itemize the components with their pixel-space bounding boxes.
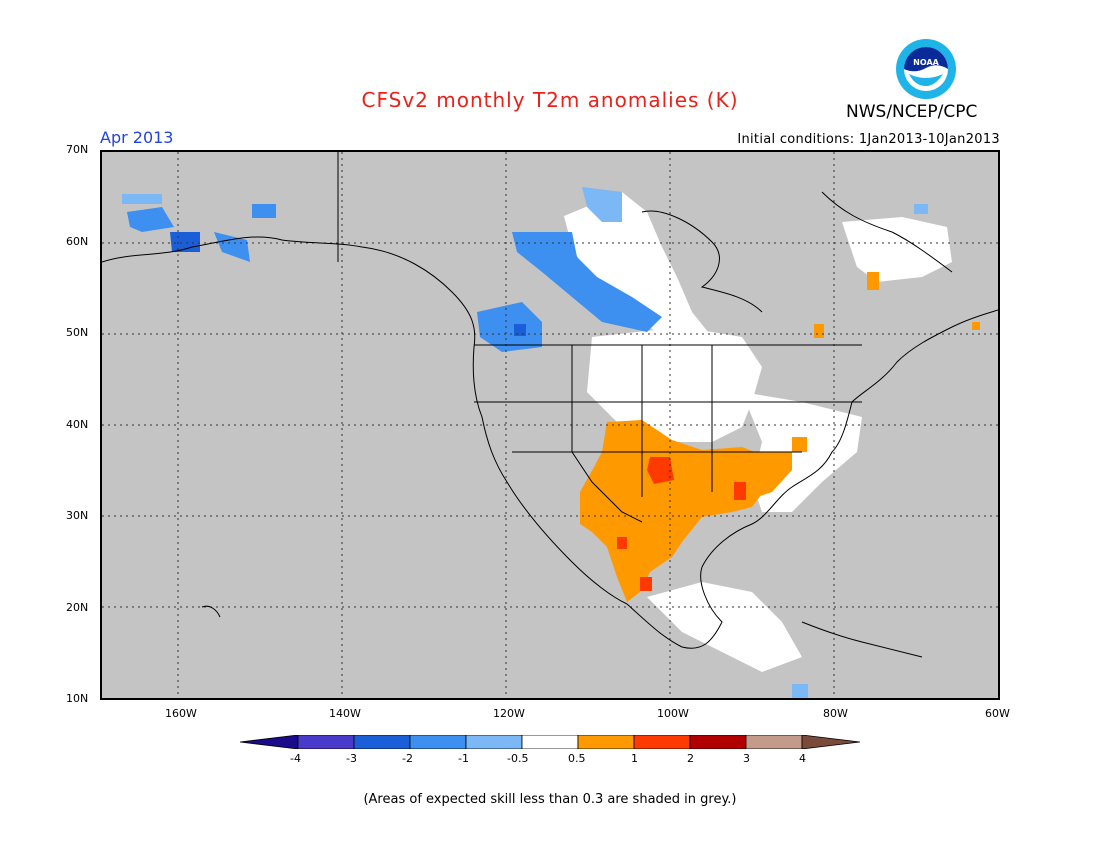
map-title: CFSv2 monthly T2m anomalies (K) (361, 88, 739, 112)
colorbar-swatch (409, 735, 467, 749)
colorbar-swatch (633, 735, 691, 749)
colorbar-label: -3 (346, 752, 357, 765)
coastlines (102, 152, 998, 658)
atlantic-gulf-coast (626, 309, 998, 649)
neutral-central-us (587, 327, 762, 442)
warm-southern-plains (580, 420, 767, 602)
pacific-coast (102, 236, 628, 605)
colorbar-label: -0.5 (507, 752, 529, 765)
cool-bc-core (514, 324, 526, 336)
neutral-central-america (647, 582, 802, 672)
skill-note: (Areas of expected skill less than 0.3 a… (363, 792, 737, 807)
logo-text: NOAA (913, 58, 939, 67)
lon-label: 60W (985, 707, 1010, 720)
initial-conditions: Initial conditions: 1Jan2013-10Jan2013 (737, 132, 1000, 147)
colorbar-swatch (577, 735, 635, 749)
warm-areas (580, 272, 980, 602)
agency-label: NWS/NCEP/CPC (846, 102, 978, 122)
cool-greenland-spot (914, 204, 928, 214)
lat-label: 70N (66, 143, 89, 156)
warm-quebec-spot (867, 272, 879, 290)
lat-label: 10N (66, 692, 89, 705)
hot-mississippi-core (734, 482, 746, 500)
cool-areas (122, 187, 928, 698)
colorbar-swatch (521, 735, 579, 749)
colorbar-swatch (465, 735, 523, 749)
colorbar-swatch (353, 735, 411, 749)
colorbar (240, 735, 860, 749)
neutral-labrador (842, 217, 952, 282)
noaa-logo-icon: NOAA (896, 39, 956, 99)
cool-western-canada (512, 232, 662, 332)
cool-panama-spot (792, 684, 808, 698)
lat-label: 20N (66, 601, 89, 614)
hot-west-mexico-core (640, 577, 652, 591)
caribbean-islands (801, 621, 923, 658)
cool-pacific-nw (477, 302, 542, 352)
labrador-coast (821, 191, 953, 273)
colorbar-label: 2 (687, 752, 694, 765)
cool-arctic-coast (122, 194, 162, 204)
anomaly-map (100, 150, 1000, 700)
map-canvas (102, 152, 998, 698)
hawaii (201, 605, 221, 618)
warm-appalachia-spot (792, 437, 807, 452)
lat-label: 40N (66, 418, 89, 431)
lon-label: 140W (329, 707, 361, 720)
colorbar-label: -4 (290, 752, 301, 765)
colorbar-label: 3 (743, 752, 750, 765)
graticule (102, 152, 998, 698)
colorbar-label: 4 (799, 752, 806, 765)
cool-alaska-east (252, 204, 276, 218)
colorbar-label: 1 (631, 752, 638, 765)
colorbar-swatch (745, 735, 803, 749)
colorbar-label: -2 (402, 752, 413, 765)
hudson-bay-coast (641, 210, 763, 313)
cool-alaska-south (214, 232, 250, 262)
colorbar-low-arrow (240, 735, 299, 749)
warm-ontario-spot (814, 324, 824, 338)
colorbar-label: 0.5 (568, 752, 586, 765)
neutral-canada (564, 192, 712, 342)
cool-nwt (582, 187, 622, 222)
hot-mexico-core (617, 537, 627, 549)
colorbar-swatch (297, 735, 355, 749)
lat-label: 60N (66, 235, 89, 248)
lat-label: 50N (66, 326, 89, 339)
lon-label: 120W (493, 707, 525, 720)
lat-label: 30N (66, 509, 89, 522)
cool-alaska-west (127, 207, 174, 232)
lon-label: 160W (165, 707, 197, 720)
lon-label: 100W (657, 707, 689, 720)
warm-maritimes-spot (972, 322, 980, 330)
colorbar-high-arrow (801, 735, 860, 749)
forecast-month: Apr 2013 (100, 128, 174, 147)
lon-label: 80W (823, 707, 848, 720)
colorbar-swatch (689, 735, 747, 749)
colorbar-label: -1 (458, 752, 469, 765)
hot-oklahoma-core (647, 457, 674, 484)
